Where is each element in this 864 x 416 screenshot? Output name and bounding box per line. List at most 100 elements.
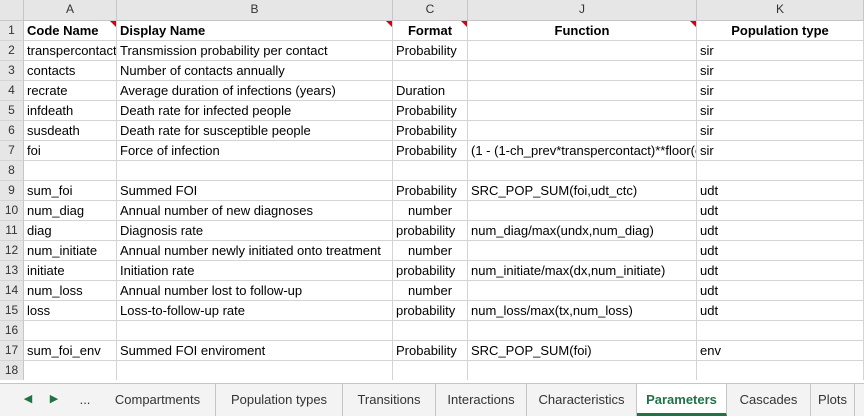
population-type-cell[interactable]: udt — [697, 301, 864, 321]
format-cell[interactable]: number — [393, 281, 468, 301]
format-cell[interactable] — [393, 361, 468, 380]
row-number[interactable]: 13 — [0, 261, 24, 281]
function-cell[interactable]: num_loss/max(tx,num_loss) — [468, 301, 697, 321]
row-number[interactable]: 15 — [0, 301, 24, 321]
header-display-name-cell[interactable]: Display Name — [117, 21, 393, 41]
population-type-cell[interactable]: sir — [697, 61, 864, 81]
population-type-cell[interactable]: udt — [697, 181, 864, 201]
code-name-cell[interactable]: sum_foi — [24, 181, 117, 201]
row-number[interactable]: 5 — [0, 101, 24, 121]
function-cell[interactable] — [468, 41, 697, 61]
format-cell[interactable]: Probability — [393, 101, 468, 121]
display-name-cell[interactable]: Annual number lost to follow-up — [117, 281, 393, 301]
code-name-cell[interactable]: num_diag — [24, 201, 117, 221]
row-number[interactable]: 16 — [0, 321, 24, 341]
sheet-tab-transitions[interactable]: Transitions — [343, 384, 436, 416]
format-cell[interactable] — [393, 321, 468, 341]
code-name-cell[interactable]: initiate — [24, 261, 117, 281]
function-cell[interactable]: num_diag/max(undx,num_diag) — [468, 221, 697, 241]
sheet-tab-interactions[interactable]: Interactions — [436, 384, 527, 416]
more-tabs-button[interactable]: ... — [79, 392, 91, 407]
sheet-tab-cascades[interactable]: Cascades — [727, 384, 811, 416]
population-type-cell[interactable]: udt — [697, 281, 864, 301]
population-type-cell[interactable]: sir — [697, 81, 864, 101]
display-name-cell[interactable] — [117, 321, 393, 341]
sheet-tab-population-types[interactable]: Population types — [216, 384, 343, 416]
code-name-cell[interactable]: num_initiate — [24, 241, 117, 261]
header-format-cell[interactable]: Format — [393, 21, 468, 41]
header-population-type-cell[interactable]: Population type — [697, 21, 864, 41]
code-name-cell[interactable]: num_loss — [24, 281, 117, 301]
format-cell[interactable] — [393, 161, 468, 181]
population-type-cell[interactable]: udt — [697, 201, 864, 221]
format-cell[interactable]: number — [393, 241, 468, 261]
format-cell[interactable]: Duration — [393, 81, 468, 101]
caret-right-icon[interactable]: ▶ — [49, 393, 59, 405]
function-cell[interactable] — [468, 361, 697, 380]
row-number[interactable]: 8 — [0, 161, 24, 181]
population-type-cell[interactable] — [697, 161, 864, 181]
population-type-cell[interactable] — [697, 361, 864, 380]
display-name-cell[interactable]: Summed FOI enviroment — [117, 341, 393, 361]
code-name-cell[interactable] — [24, 161, 117, 181]
function-cell[interactable] — [468, 81, 697, 101]
population-type-cell[interactable]: sir — [697, 41, 864, 61]
population-type-cell[interactable]: udt — [697, 241, 864, 261]
code-name-cell[interactable]: recrate — [24, 81, 117, 101]
row-number[interactable]: 12 — [0, 241, 24, 261]
row-number[interactable]: 11 — [0, 221, 24, 241]
code-name-cell[interactable]: loss — [24, 301, 117, 321]
function-cell[interactable] — [468, 321, 697, 341]
sheet-tab-characteristics[interactable]: Characteristics — [527, 384, 637, 416]
format-cell[interactable]: probability — [393, 221, 468, 241]
display-name-cell[interactable]: Transmission probability per contact — [117, 41, 393, 61]
sheet-tab-compartments[interactable]: Compartments — [100, 384, 216, 416]
column-header-a[interactable]: A — [24, 0, 117, 21]
format-cell[interactable]: Probability — [393, 341, 468, 361]
format-cell[interactable]: probability — [393, 261, 468, 281]
sheet-tab-parameters[interactable]: Parameters — [637, 384, 727, 416]
function-cell[interactable]: (1 - (1-ch_prev*transpercontact)**floor(… — [468, 141, 697, 161]
function-cell[interactable] — [468, 201, 697, 221]
row-number[interactable]: 10 — [0, 201, 24, 221]
population-type-cell[interactable]: env — [697, 341, 864, 361]
display-name-cell[interactable]: Average duration of infections (years) — [117, 81, 393, 101]
caret-left-icon[interactable]: ◀ — [23, 393, 33, 405]
format-cell[interactable]: number — [393, 201, 468, 221]
column-header-k[interactable]: K — [697, 0, 864, 21]
format-cell[interactable]: probability — [393, 301, 468, 321]
row-number[interactable]: 1 — [0, 21, 24, 41]
display-name-cell[interactable]: Death rate for infected people — [117, 101, 393, 121]
function-cell[interactable] — [468, 121, 697, 141]
code-name-cell[interactable]: sum_foi_env — [24, 341, 117, 361]
row-number[interactable]: 18 — [0, 361, 24, 380]
header-code-name-cell[interactable]: Code Name — [24, 21, 117, 41]
code-name-cell[interactable]: infdeath — [24, 101, 117, 121]
display-name-cell[interactable] — [117, 361, 393, 380]
row-number[interactable]: 2 — [0, 41, 24, 61]
format-cell[interactable]: Probability — [393, 141, 468, 161]
header-function-cell[interactable]: Function — [468, 21, 697, 41]
format-cell[interactable]: Probability — [393, 121, 468, 141]
format-cell[interactable] — [393, 61, 468, 81]
population-type-cell[interactable]: sir — [697, 141, 864, 161]
row-number[interactable]: 17 — [0, 341, 24, 361]
select-all-corner[interactable] — [0, 0, 24, 21]
format-cell[interactable]: Probability — [393, 181, 468, 201]
function-cell[interactable]: num_initiate/max(dx,num_initiate) — [468, 261, 697, 281]
sheet-tab-plots[interactable]: Plots — [811, 384, 855, 416]
display-name-cell[interactable]: Loss-to-follow-up rate — [117, 301, 393, 321]
row-number[interactable]: 3 — [0, 61, 24, 81]
code-name-cell[interactable]: susdeath — [24, 121, 117, 141]
display-name-cell[interactable]: Summed FOI — [117, 181, 393, 201]
row-number[interactable]: 7 — [0, 141, 24, 161]
display-name-cell[interactable]: Number of contacts annually — [117, 61, 393, 81]
display-name-cell[interactable]: Annual number newly initiated onto treat… — [117, 241, 393, 261]
population-type-cell[interactable]: udt — [697, 221, 864, 241]
row-number[interactable]: 14 — [0, 281, 24, 301]
display-name-cell[interactable] — [117, 161, 393, 181]
format-cell[interactable]: Probability — [393, 41, 468, 61]
column-header-c[interactable]: C — [393, 0, 468, 21]
code-name-cell[interactable]: transpercontact — [24, 41, 117, 61]
display-name-cell[interactable]: Initiation rate — [117, 261, 393, 281]
